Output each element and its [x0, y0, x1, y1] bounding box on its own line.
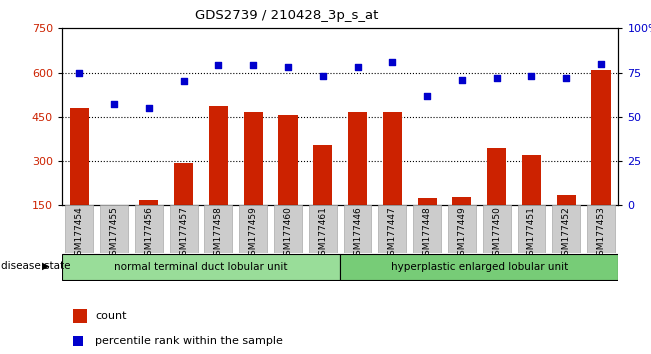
Point: [352, 64, 363, 70]
Point: [422, 93, 432, 98]
Text: GSM177451: GSM177451: [527, 206, 536, 261]
Point: [144, 105, 154, 111]
Text: GSM177452: GSM177452: [562, 206, 571, 261]
Point: [492, 75, 502, 81]
Text: hyperplastic enlarged lobular unit: hyperplastic enlarged lobular unit: [391, 262, 568, 272]
Bar: [313, 145, 332, 250]
Bar: [70, 108, 89, 250]
FancyBboxPatch shape: [240, 205, 267, 253]
Text: GSM177446: GSM177446: [353, 206, 362, 261]
Point: [248, 63, 258, 68]
Text: ▶: ▶: [42, 261, 49, 271]
Bar: [139, 200, 158, 250]
FancyBboxPatch shape: [448, 205, 476, 253]
Point: [318, 73, 328, 79]
Text: GSM177459: GSM177459: [249, 206, 258, 261]
FancyBboxPatch shape: [170, 205, 197, 253]
Text: count: count: [95, 311, 127, 321]
Text: percentile rank within the sample: percentile rank within the sample: [95, 336, 283, 346]
FancyBboxPatch shape: [135, 205, 163, 253]
Text: GSM177455: GSM177455: [109, 206, 118, 261]
FancyBboxPatch shape: [483, 205, 510, 253]
FancyBboxPatch shape: [587, 205, 615, 253]
Bar: [73, 336, 83, 346]
Point: [387, 59, 398, 65]
Text: GSM177457: GSM177457: [179, 206, 188, 261]
Bar: [73, 309, 87, 323]
Text: GDS2739 / 210428_3p_s_at: GDS2739 / 210428_3p_s_at: [195, 9, 378, 22]
Point: [457, 77, 467, 82]
FancyBboxPatch shape: [274, 205, 302, 253]
Text: GSM177448: GSM177448: [422, 206, 432, 261]
Text: GSM177458: GSM177458: [214, 206, 223, 261]
Text: GSM177449: GSM177449: [458, 206, 466, 261]
Bar: [279, 115, 298, 250]
FancyBboxPatch shape: [378, 205, 406, 253]
FancyBboxPatch shape: [62, 254, 340, 280]
Bar: [487, 148, 506, 250]
Text: GSM177460: GSM177460: [283, 206, 292, 261]
Bar: [174, 163, 193, 250]
FancyBboxPatch shape: [413, 205, 441, 253]
FancyBboxPatch shape: [100, 205, 128, 253]
Text: disease state: disease state: [1, 261, 70, 271]
Bar: [557, 195, 576, 250]
FancyBboxPatch shape: [340, 254, 618, 280]
Point: [109, 102, 119, 107]
FancyBboxPatch shape: [344, 205, 372, 253]
FancyBboxPatch shape: [552, 205, 580, 253]
Text: normal terminal duct lobular unit: normal terminal duct lobular unit: [114, 262, 288, 272]
Point: [213, 63, 223, 68]
Bar: [104, 205, 124, 250]
Text: GSM177456: GSM177456: [145, 206, 154, 261]
Point: [283, 64, 293, 70]
Bar: [452, 197, 471, 250]
Text: GSM177461: GSM177461: [318, 206, 327, 261]
Text: GSM177453: GSM177453: [596, 206, 605, 261]
FancyBboxPatch shape: [65, 205, 93, 253]
Bar: [417, 198, 437, 250]
Text: GSM177447: GSM177447: [388, 206, 397, 261]
Bar: [209, 105, 228, 250]
Point: [74, 70, 85, 75]
FancyBboxPatch shape: [309, 205, 337, 253]
Point: [561, 75, 572, 81]
Bar: [592, 70, 611, 250]
Bar: [522, 155, 541, 250]
Text: GSM177450: GSM177450: [492, 206, 501, 261]
FancyBboxPatch shape: [204, 205, 232, 253]
Bar: [348, 112, 367, 250]
Point: [178, 79, 189, 84]
Bar: [243, 112, 263, 250]
FancyBboxPatch shape: [518, 205, 546, 253]
Point: [596, 61, 606, 67]
Bar: [383, 112, 402, 250]
Text: GSM177454: GSM177454: [75, 206, 84, 261]
Point: [526, 73, 536, 79]
